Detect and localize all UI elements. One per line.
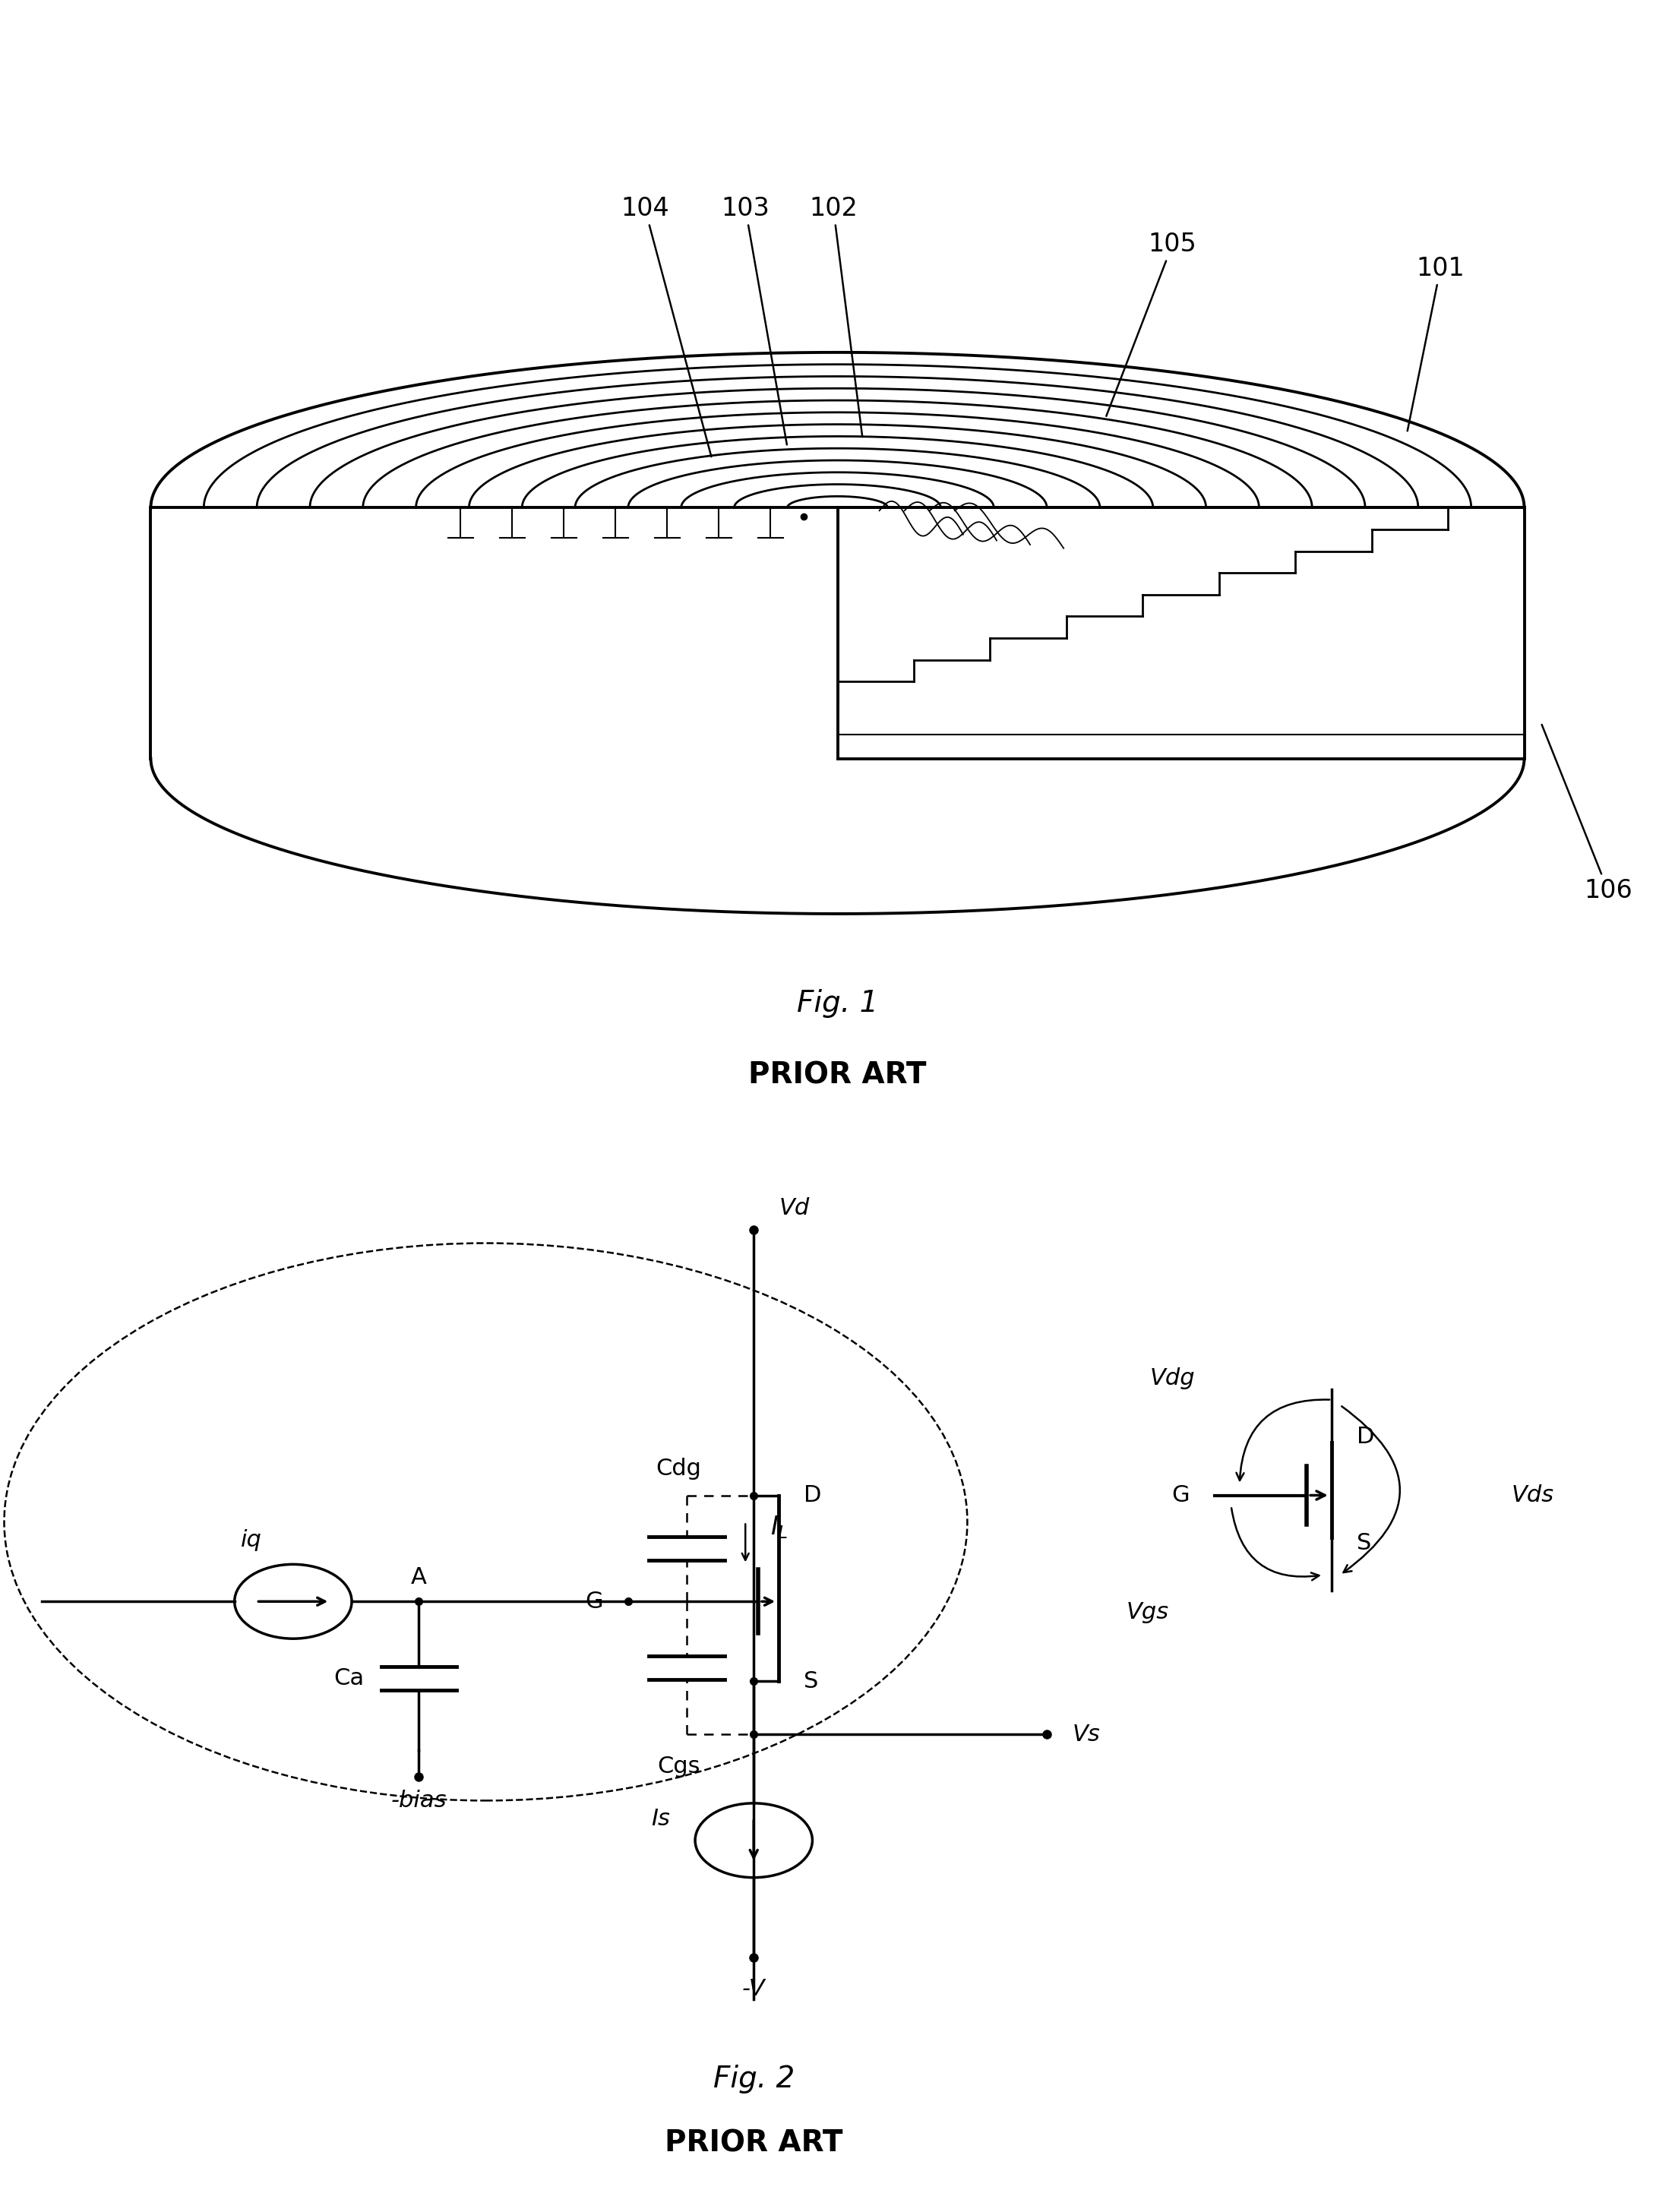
Text: A: A — [410, 1566, 427, 1588]
Text: Fig. 1: Fig. 1 — [797, 989, 878, 1018]
Text: 105: 105 — [1106, 232, 1196, 416]
FancyArrowPatch shape — [1236, 1400, 1330, 1480]
Text: Vs: Vs — [1072, 1723, 1100, 1745]
Text: 101: 101 — [1407, 257, 1464, 431]
Text: 103: 103 — [722, 197, 787, 445]
FancyArrowPatch shape — [1231, 1509, 1318, 1579]
Text: S: S — [804, 1670, 819, 1692]
Text: 104: 104 — [621, 197, 712, 456]
Text: S: S — [1357, 1533, 1372, 1555]
Text: Is: Is — [652, 1807, 670, 1829]
Text: PRIOR ART: PRIOR ART — [665, 2128, 843, 2157]
Text: Vgs: Vgs — [1126, 1601, 1169, 1624]
Text: D: D — [1357, 1427, 1375, 1449]
FancyArrowPatch shape — [1342, 1407, 1400, 1573]
Text: PRIOR ART: PRIOR ART — [749, 1060, 926, 1091]
Text: 102: 102 — [809, 197, 863, 438]
Text: Cdg: Cdg — [655, 1458, 702, 1480]
Text: Ca: Ca — [333, 1668, 365, 1690]
Text: Vds: Vds — [1511, 1484, 1554, 1506]
Text: Vd: Vd — [779, 1197, 809, 1219]
Text: G: G — [585, 1590, 603, 1613]
Text: Vdg: Vdg — [1149, 1367, 1196, 1389]
Text: Cgs: Cgs — [657, 1756, 700, 1778]
Text: G: G — [1171, 1484, 1189, 1506]
Text: Fig. 2: Fig. 2 — [714, 2064, 794, 2095]
Text: $I_L$: $I_L$ — [771, 1513, 789, 1540]
Text: D: D — [804, 1484, 822, 1506]
Text: iq: iq — [241, 1528, 261, 1551]
Text: 106: 106 — [1541, 726, 1631, 902]
Text: -V: -V — [742, 1978, 765, 2000]
Text: -bias: -bias — [390, 1790, 447, 1812]
